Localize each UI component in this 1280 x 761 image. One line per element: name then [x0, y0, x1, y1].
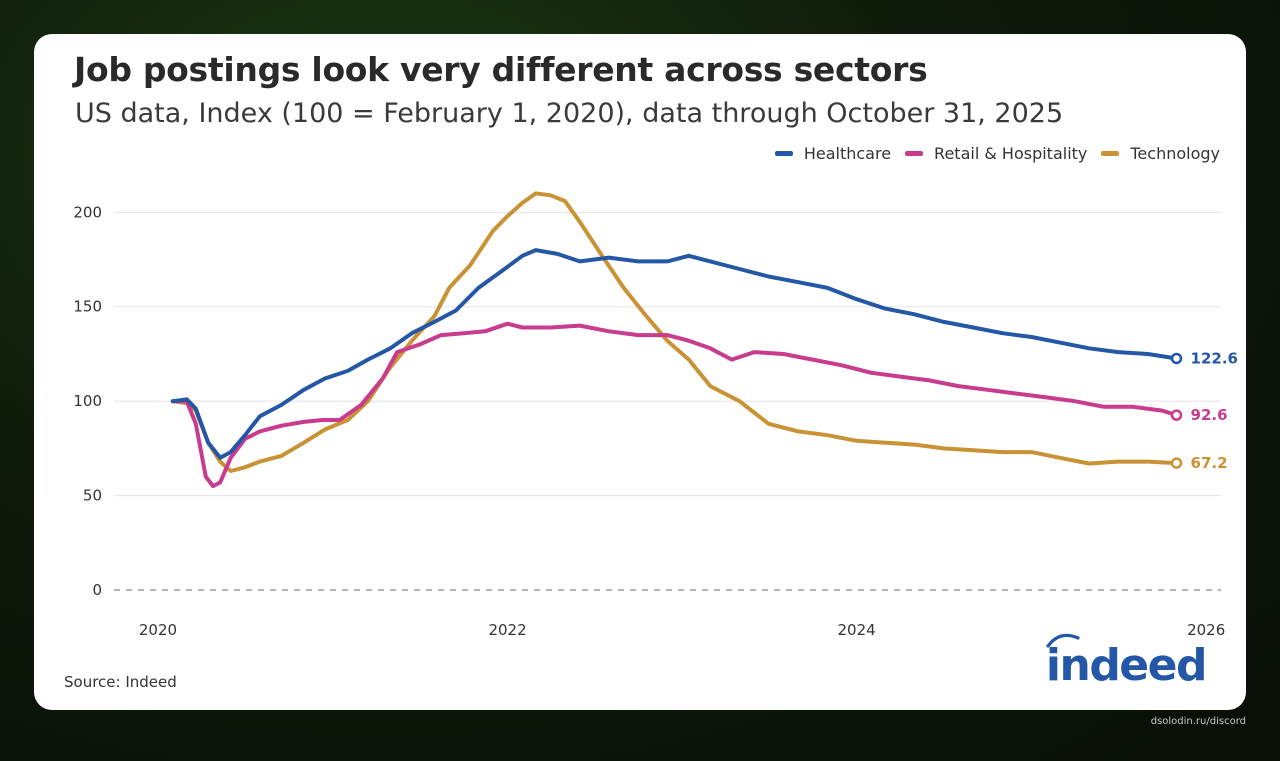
chart-subtitle: US data, Index (100 = February 1, 2020),…	[75, 98, 1064, 129]
chart-card: Job postings look very different across …	[34, 34, 1246, 710]
logo-arc-icon	[1046, 633, 1080, 648]
legend-swatch-technology	[1101, 151, 1120, 156]
line-chart: 0 50 100 150 200 2020 2022 2024 2026 122.6 92.6 67.…	[73, 191, 1238, 639]
end-label-retail-hospitality: 92.6	[1191, 406, 1228, 424]
logo-text: indeed	[1045, 640, 1208, 691]
end-marker-technology	[1170, 457, 1183, 469]
end-label-healthcare: 122.6	[1191, 349, 1238, 367]
legend-item-technology: Technology	[1101, 144, 1220, 163]
x-tick-label-2020: 2020	[139, 621, 177, 639]
legend-swatch-healthcare	[774, 151, 793, 156]
y-tick-label-50: 50	[83, 487, 102, 505]
y-tick-label-200: 200	[73, 203, 102, 221]
indeed-logo: indeed	[1045, 633, 1208, 691]
chart-legend: Healthcare Retail & Hospitality Technolo…	[774, 144, 1220, 163]
series-line-healthcare	[170, 248, 1179, 460]
chart-title: Job postings look very different across …	[74, 50, 928, 89]
source-note: Source: Indeed	[64, 673, 177, 691]
y-tick-label-100: 100	[73, 392, 102, 410]
end-marker-retail-hospitality	[1170, 409, 1183, 421]
legend-label-retail-hospitality: Retail & Hospitality	[934, 144, 1088, 163]
x-tick-label-2026: 2026	[1187, 621, 1225, 639]
x-tick-label-2022: 2022	[488, 621, 526, 639]
end-marker-healthcare	[1170, 352, 1183, 365]
legend-swatch-retail-hospitality	[905, 151, 924, 156]
x-tick-label-2024: 2024	[838, 621, 876, 639]
end-label-technology: 67.2	[1191, 454, 1228, 472]
legend-label-technology: Technology	[1130, 144, 1220, 163]
legend-label-healthcare: Healthcare	[803, 144, 892, 163]
series-line-technology	[170, 191, 1179, 473]
y-tick-label-150: 150	[73, 298, 102, 316]
series-line-retail-hospitality	[170, 321, 1179, 489]
legend-item-healthcare: Healthcare	[774, 144, 892, 163]
legend-item-retail-hospitality: Retail & Hospitality	[905, 144, 1087, 163]
y-tick-label-0: 0	[92, 581, 102, 599]
watermark: dsolodin.ru/discord	[1150, 716, 1246, 727]
